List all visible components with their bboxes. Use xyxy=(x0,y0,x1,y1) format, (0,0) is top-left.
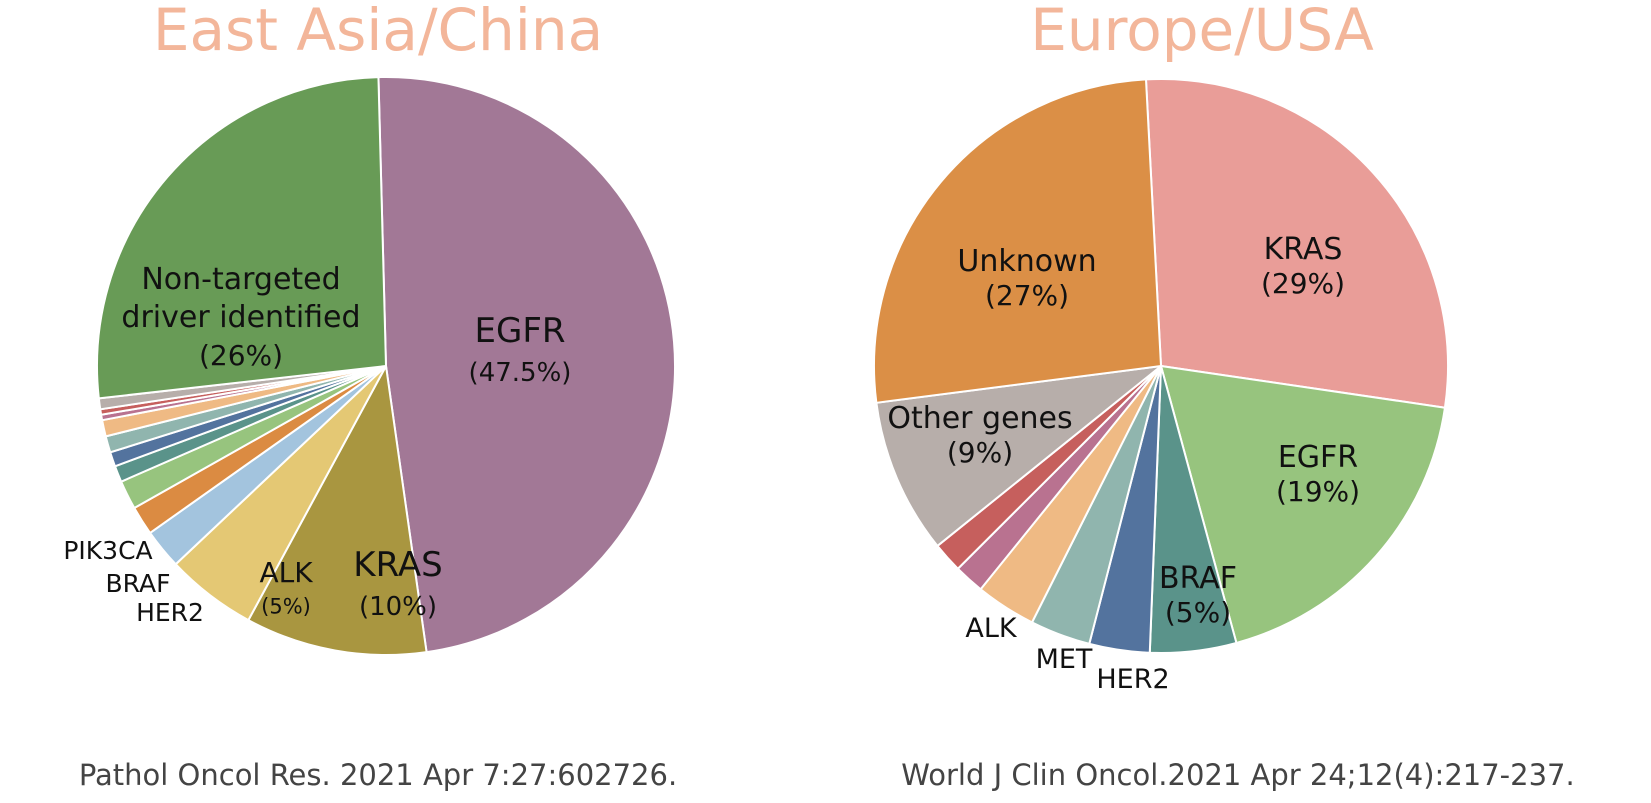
slice-label-alk: ALK xyxy=(259,556,313,589)
slice-label-her2: HER2 xyxy=(136,598,204,627)
slice-label-braf: BRAF xyxy=(106,569,171,598)
slice-label-pik3ca: PIK3CA xyxy=(63,536,152,565)
slice-percent-label-kras: (10%) xyxy=(359,592,437,622)
slice-label-kras: KRAS xyxy=(353,545,442,585)
slice-label-braf: BRAF xyxy=(1159,561,1237,596)
pie-slice-non-targeted-driver-identified xyxy=(96,76,387,400)
pie-slice-kras xyxy=(247,365,428,656)
pie-slice-egfr xyxy=(1160,365,1446,644)
slice-label-unknown: Unknown xyxy=(957,244,1096,279)
source-citation-europe-usa: World J Clin Oncol.2021 Apr 24;12(4):217… xyxy=(901,758,1574,792)
slice-percent-label-non-targeted-driver-identified: (26%) xyxy=(199,339,283,372)
slice-label-kras: KRAS xyxy=(1264,232,1343,267)
slice-label-met: MET xyxy=(1036,644,1093,675)
pie-slice-other-genes xyxy=(875,365,1162,547)
slice-percent-label-unknown: (27%) xyxy=(985,279,1069,312)
slice-percent-label-egfr: (47.5%) xyxy=(469,358,572,388)
pie-slice-egfr xyxy=(377,76,676,654)
slice-label-egfr: EGFR xyxy=(1278,440,1358,475)
slice-label-non-targeted-driver-identified: Non-targeted driver identified xyxy=(121,262,360,335)
slice-label-her2: HER2 xyxy=(1096,664,1169,695)
source-citation-east-asia: Pathol Oncol Res. 2021 Apr 7:27:602726. xyxy=(79,758,677,792)
pie-slice-kras xyxy=(1144,77,1449,409)
slice-percent-label-alk: (5%) xyxy=(261,595,311,619)
slice-percent-label-egfr: (19%) xyxy=(1276,475,1360,508)
slice-label-other-genes: Other genes xyxy=(887,401,1072,436)
chart-title-east-asia: East Asia/China xyxy=(153,0,603,64)
slice-percent-label-other-genes: (9%) xyxy=(947,436,1013,469)
slice-percent-label-braf: (5%) xyxy=(1165,596,1231,629)
chart-title-europe-usa: Europe/USA xyxy=(1030,0,1374,64)
pie-slice-unknown xyxy=(873,78,1162,404)
slice-label-egfr: EGFR xyxy=(474,311,565,351)
slice-label-alk: ALK xyxy=(965,613,1018,644)
slice-percent-label-kras: (29%) xyxy=(1261,267,1345,300)
